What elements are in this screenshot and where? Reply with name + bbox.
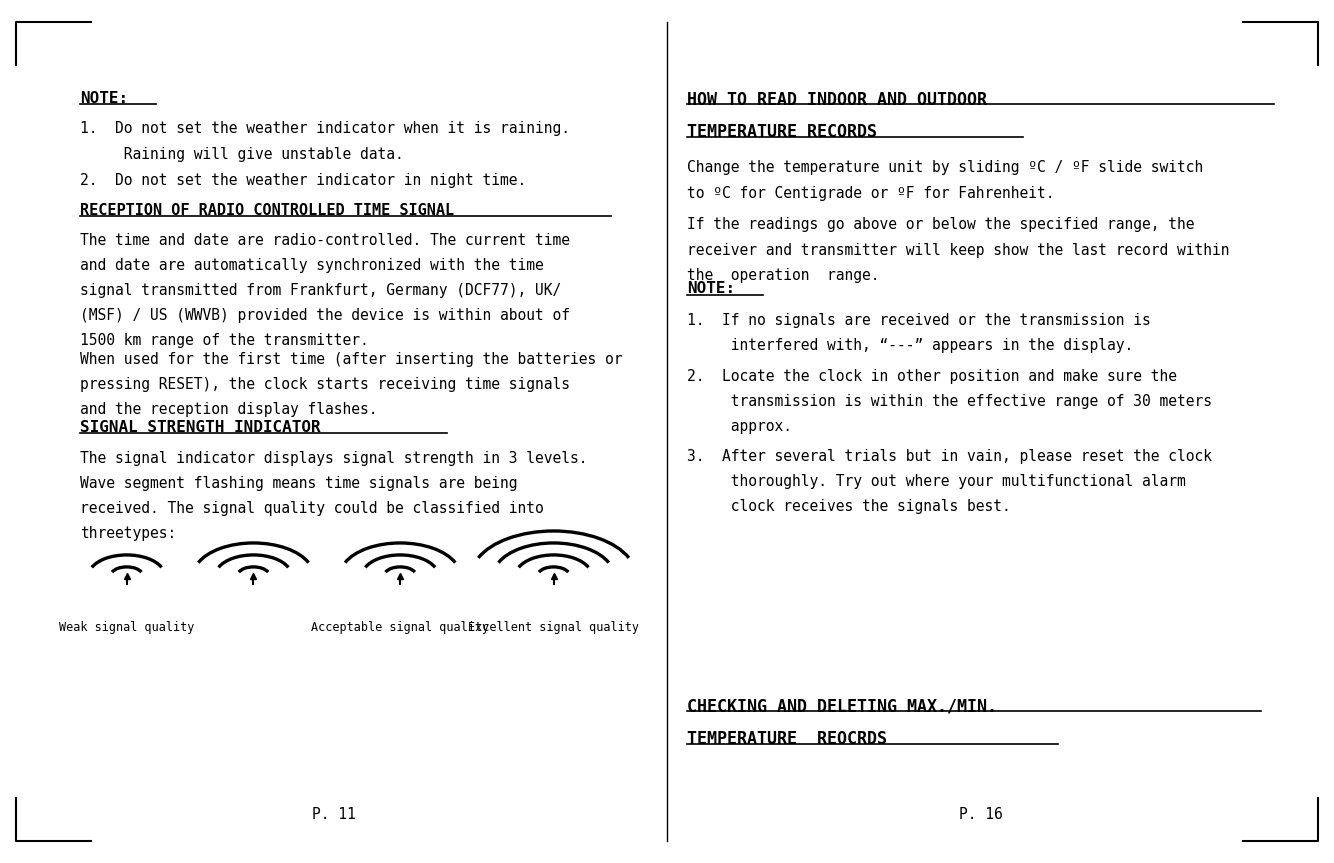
Text: If the readings go above or below the specified range, the: If the readings go above or below the sp… [687,217,1194,232]
Text: 3.  After several trials but in vain, please reset the clock: 3. After several trials but in vain, ple… [687,449,1213,463]
Text: and the reception display flashes.: and the reception display flashes. [80,402,378,417]
Text: SIGNAL STRENGTH INDICATOR: SIGNAL STRENGTH INDICATOR [80,420,320,435]
Text: P. 11: P. 11 [312,807,355,822]
Text: When used for the first time (after inserting the batteries or: When used for the first time (after inse… [80,352,623,367]
Text: RECEPTION OF RADIO CONTROLLED TIME SIGNAL: RECEPTION OF RADIO CONTROLLED TIME SIGNA… [80,203,454,217]
Text: approx.: approx. [687,419,792,433]
Text: received. The signal quality could be classified into: received. The signal quality could be cl… [80,501,544,516]
Text: Excellent signal quality: Excellent signal quality [468,621,639,634]
Text: TEMPERATURE  REOCRDS: TEMPERATURE REOCRDS [687,730,887,748]
Text: 1500 km range of the transmitter.: 1500 km range of the transmitter. [80,333,368,348]
Text: Raining will give unstable data.: Raining will give unstable data. [80,147,404,161]
Text: Acceptable signal quality: Acceptable signal quality [311,621,490,634]
Text: The signal indicator displays signal strength in 3 levels.: The signal indicator displays signal str… [80,451,587,466]
Text: Change the temperature unit by sliding ºC / ºF slide switch: Change the temperature unit by sliding º… [687,160,1203,174]
Text: receiver and transmitter will keep show the last record within: receiver and transmitter will keep show … [687,243,1230,257]
Text: pressing RESET), the clock starts receiving time signals: pressing RESET), the clock starts receiv… [80,377,570,392]
Text: threetypes:: threetypes: [80,526,176,541]
Text: and date are automatically synchronized with the time: and date are automatically synchronized … [80,258,544,273]
Text: Weak signal quality: Weak signal quality [59,621,195,634]
Text: 2.  Do not set the weather indicator in night time.: 2. Do not set the weather indicator in n… [80,173,527,187]
Text: NOTE:: NOTE: [80,91,128,105]
Text: the  operation  range.: the operation range. [687,268,879,282]
Text: CHECKING AND DELETING MAX./MIN.: CHECKING AND DELETING MAX./MIN. [687,697,996,715]
Text: The time and date are radio-controlled. The current time: The time and date are radio-controlled. … [80,233,570,248]
Text: clock receives the signals best.: clock receives the signals best. [687,499,1011,513]
Text: thoroughly. Try out where your multifunctional alarm: thoroughly. Try out where your multifunc… [687,474,1186,488]
Text: transmission is within the effective range of 30 meters: transmission is within the effective ran… [687,394,1213,408]
Text: signal transmitted from Frankfurt, Germany (DCF77), UK/: signal transmitted from Frankfurt, Germa… [80,283,562,298]
Text: 2.  Locate the clock in other position and make sure the: 2. Locate the clock in other position an… [687,369,1177,383]
Text: NOTE:: NOTE: [687,281,735,296]
Text: to ºC for Centigrade or ºF for Fahrenheit.: to ºC for Centigrade or ºF for Fahrenhei… [687,186,1054,201]
Text: TEMPERATURE RECORDS: TEMPERATURE RECORDS [687,123,876,142]
Text: 1.  If no signals are received or the transmission is: 1. If no signals are received or the tra… [687,313,1151,328]
Text: HOW TO READ INDOOR AND OUTDOOR: HOW TO READ INDOOR AND OUTDOOR [687,91,987,109]
Text: Wave segment flashing means time signals are being: Wave segment flashing means time signals… [80,476,518,491]
Text: P. 16: P. 16 [959,807,1002,822]
Text: (MSF) / US (WWVB) provided the device is within about of: (MSF) / US (WWVB) provided the device is… [80,308,570,323]
Text: 1.  Do not set the weather indicator when it is raining.: 1. Do not set the weather indicator when… [80,121,570,135]
Text: interfered with, “---” appears in the display.: interfered with, “---” appears in the di… [687,338,1134,353]
